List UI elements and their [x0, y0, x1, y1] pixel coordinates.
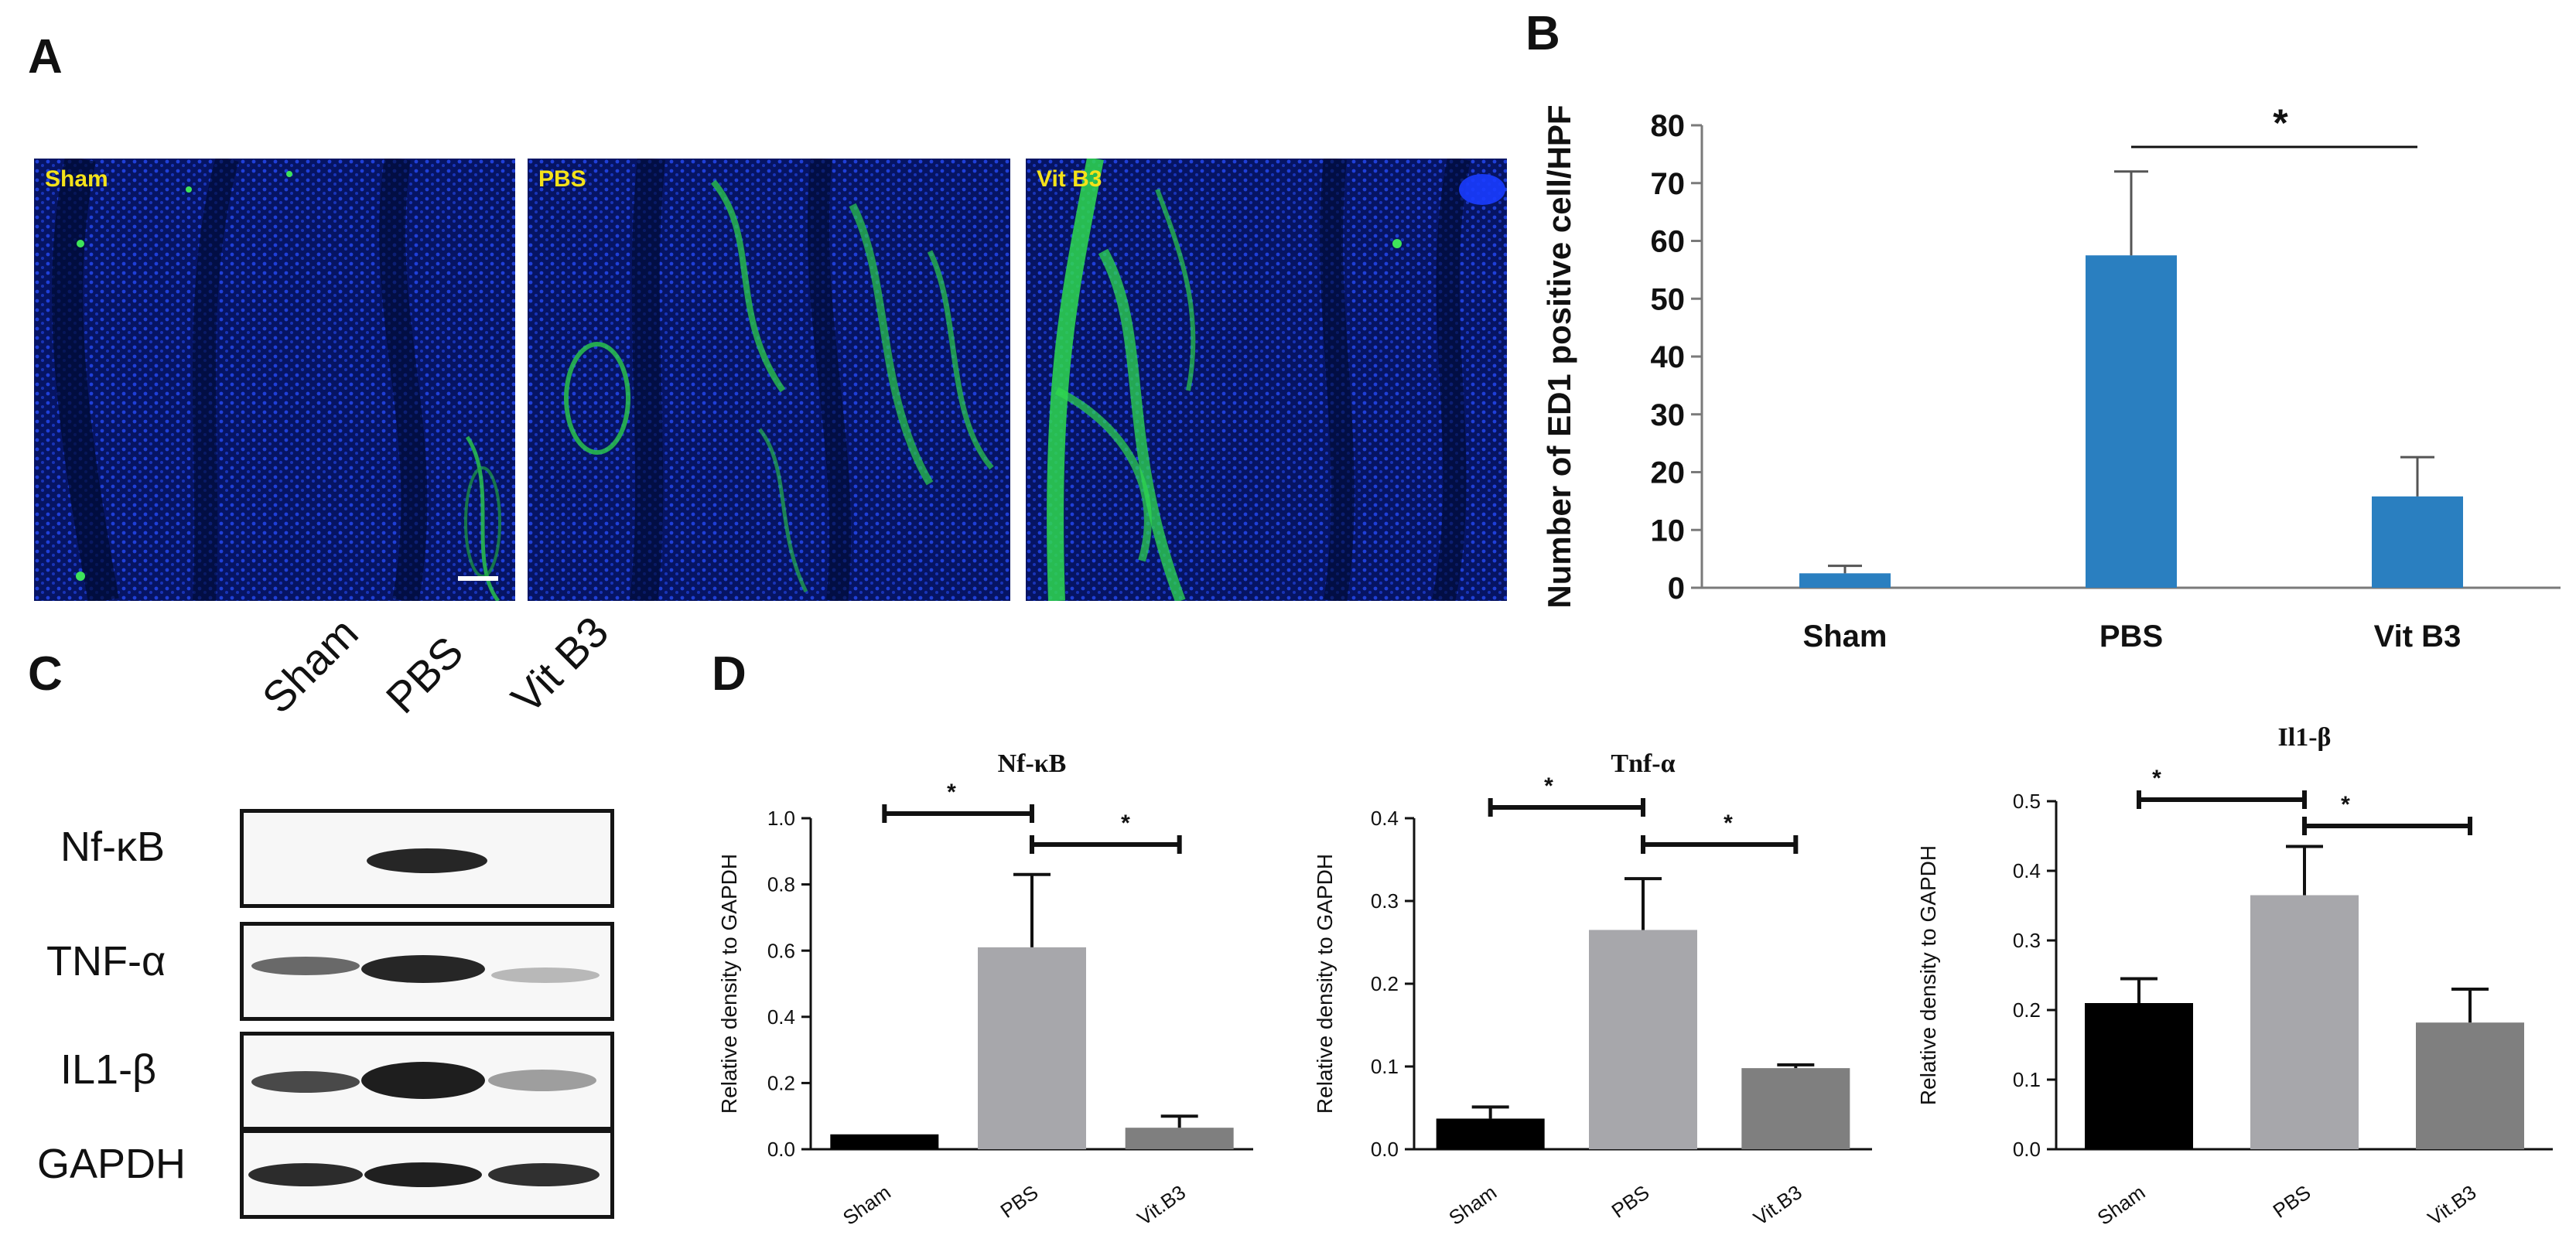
bar-vitb3: [1125, 1128, 1234, 1149]
y-tick-label: 0.2: [2013, 998, 2041, 1022]
y-tick-label: 0.1: [2013, 1068, 2041, 1091]
y-tick-label: 0.0: [767, 1138, 795, 1161]
bar-sham: [1436, 1118, 1545, 1149]
x-tick-label: PBS: [1607, 1180, 1654, 1222]
chart-title: Nf-κB: [998, 749, 1067, 778]
x-tick-label: PBS: [2269, 1180, 2315, 1222]
significance-star: *: [947, 780, 956, 805]
chart-title: Il1-β: [2278, 727, 2332, 752]
y-tick-label: 0.0: [1371, 1138, 1399, 1161]
y-tick-label: 0.4: [767, 1005, 795, 1029]
x-tick-label: PBS: [2099, 619, 2163, 654]
y-tick-label: 70: [1651, 167, 1686, 201]
significance-star: *: [2152, 766, 2161, 791]
y-tick-label: 0.5: [2013, 790, 2041, 813]
bar-vitb3: [2372, 496, 2463, 588]
y-tick-label: 80: [1651, 109, 1686, 143]
micrograph-sham-image: [34, 159, 515, 601]
micrograph-label-pbs: PBS: [538, 166, 586, 192]
bar-pbs: [2250, 895, 2359, 1149]
y-tick-label: 0.1: [1371, 1055, 1399, 1078]
y-tick-label: 0.3: [2013, 929, 2041, 952]
blot-strip-gapdh: [240, 1129, 614, 1219]
y-tick-label: 60: [1651, 225, 1686, 259]
chart-d-tnfa: Tnf-α 0.0 0.1 0.2 0.3 0.4 Relative density to …: [1313, 749, 1872, 1230]
blot-row-label-nfkb: Nf-κB: [60, 824, 165, 870]
y-tick-label: 0.3: [1371, 889, 1399, 913]
bar-sham: [830, 1134, 939, 1149]
micrograph-pbs: PBS: [528, 159, 1010, 601]
y-tick-label: 30: [1651, 398, 1686, 432]
bar-vitb3: [2416, 1022, 2524, 1149]
y-tick-label: 10: [1651, 514, 1686, 548]
y-tick-label: 40: [1651, 340, 1686, 374]
blot-bands-tnfa: [251, 955, 600, 983]
micrograph-label-vitb3: Vit B3: [1037, 166, 1102, 192]
bar-pbs: [978, 947, 1086, 1149]
x-tick-label: Sham: [2093, 1180, 2150, 1230]
y-tick-label: 0.0: [2013, 1138, 2041, 1161]
y-tick-label: 0.2: [1371, 972, 1399, 995]
y-axis-label: Relative density to GAPDH: [717, 854, 741, 1114]
blot-row-label-il1b: IL1-β: [60, 1046, 157, 1093]
x-tick-label: Vit.B3: [2424, 1180, 2481, 1230]
chart-b: 0 10 20 30 40 50 60 70 80 Number of ED1 positive …: [1541, 101, 2561, 654]
blot-strip-nfkb: [240, 809, 614, 908]
blot-strip-il1b: [240, 1032, 614, 1131]
bar-sham: [2085, 1003, 2193, 1149]
y-tick-label: 0.4: [1371, 807, 1399, 830]
blot-bands-il1b: [251, 1062, 596, 1099]
y-tick-label: 0.2: [767, 1072, 795, 1095]
micrograph-vitb3-image: [1026, 159, 1507, 601]
chart-d-nfkb: Nf-κB 0.0 0.2 0.4 0.6 0.8 1.0 Relative density …: [717, 749, 1253, 1230]
blot-bands-gapdh: [248, 1162, 600, 1187]
panel-letter-c: C: [28, 647, 63, 701]
blot-column-label-vitb3: Vit B3: [501, 606, 618, 723]
y-tick-label: 50: [1651, 282, 1686, 316]
micrograph-label-sham: Sham: [45, 166, 108, 192]
chart-title: Tnf-α: [1611, 749, 1675, 778]
significance-star: *: [2273, 101, 2288, 145]
significance-star: *: [1724, 810, 1733, 836]
micrograph-sham: Sham: [34, 159, 515, 601]
y-axis-label: Number of ED1 positive cell/HPF: [1541, 104, 1577, 608]
x-tick-label: Vit.B3: [1133, 1180, 1190, 1230]
chart-d-il1b: Il1-β 0.0 0.1 0.2 0.3 0.4 0.5 Relative density …: [1916, 727, 2553, 1230]
y-tick-label: 20: [1651, 456, 1686, 490]
micrograph-pbs-image: [528, 159, 1010, 601]
x-tick-label: Sham: [1444, 1180, 1501, 1230]
panel-letter-b: B: [1525, 7, 1560, 60]
significance-star: *: [1121, 810, 1130, 836]
y-tick-label: 0: [1668, 572, 1685, 606]
blot-row-label-tnfa: TNF-α: [46, 938, 166, 985]
x-tick-label: Vit B3: [2374, 619, 2462, 654]
blot-column-label-pbs: PBS: [376, 626, 473, 723]
y-tick-label: 0.6: [767, 939, 795, 962]
y-axis-label: Relative density to GAPDH: [1313, 854, 1337, 1114]
y-tick-label: 0.4: [2013, 859, 2041, 882]
blot-row-label-gapdh: GAPDH: [37, 1141, 186, 1187]
bar-sham: [1799, 573, 1891, 588]
y-axis-label: Relative density to GAPDH: [1916, 845, 1940, 1105]
bar-vitb3: [1741, 1068, 1850, 1149]
x-tick-label: Vit.B3: [1749, 1180, 1806, 1230]
blot-column-label-sham: Sham: [252, 608, 367, 723]
bar-pbs: [2086, 255, 2177, 588]
panel-letter-d: D: [712, 647, 746, 701]
blot-bands-nfkb: [367, 848, 487, 873]
micrograph-vitb3: Vit B3: [1026, 159, 1507, 601]
significance-star: *: [2341, 792, 2350, 817]
y-tick-label: 1.0: [767, 807, 795, 830]
significance-star: *: [1544, 773, 1553, 799]
panel-letter-a: A: [28, 30, 63, 84]
x-tick-label: Sham: [1803, 619, 1888, 654]
x-tick-label: Sham: [839, 1180, 895, 1230]
y-tick-label: 0.8: [767, 873, 795, 896]
bar-pbs: [1589, 930, 1697, 1149]
blot-strip-tnfa: [240, 922, 614, 1021]
x-tick-label: PBS: [996, 1180, 1043, 1222]
